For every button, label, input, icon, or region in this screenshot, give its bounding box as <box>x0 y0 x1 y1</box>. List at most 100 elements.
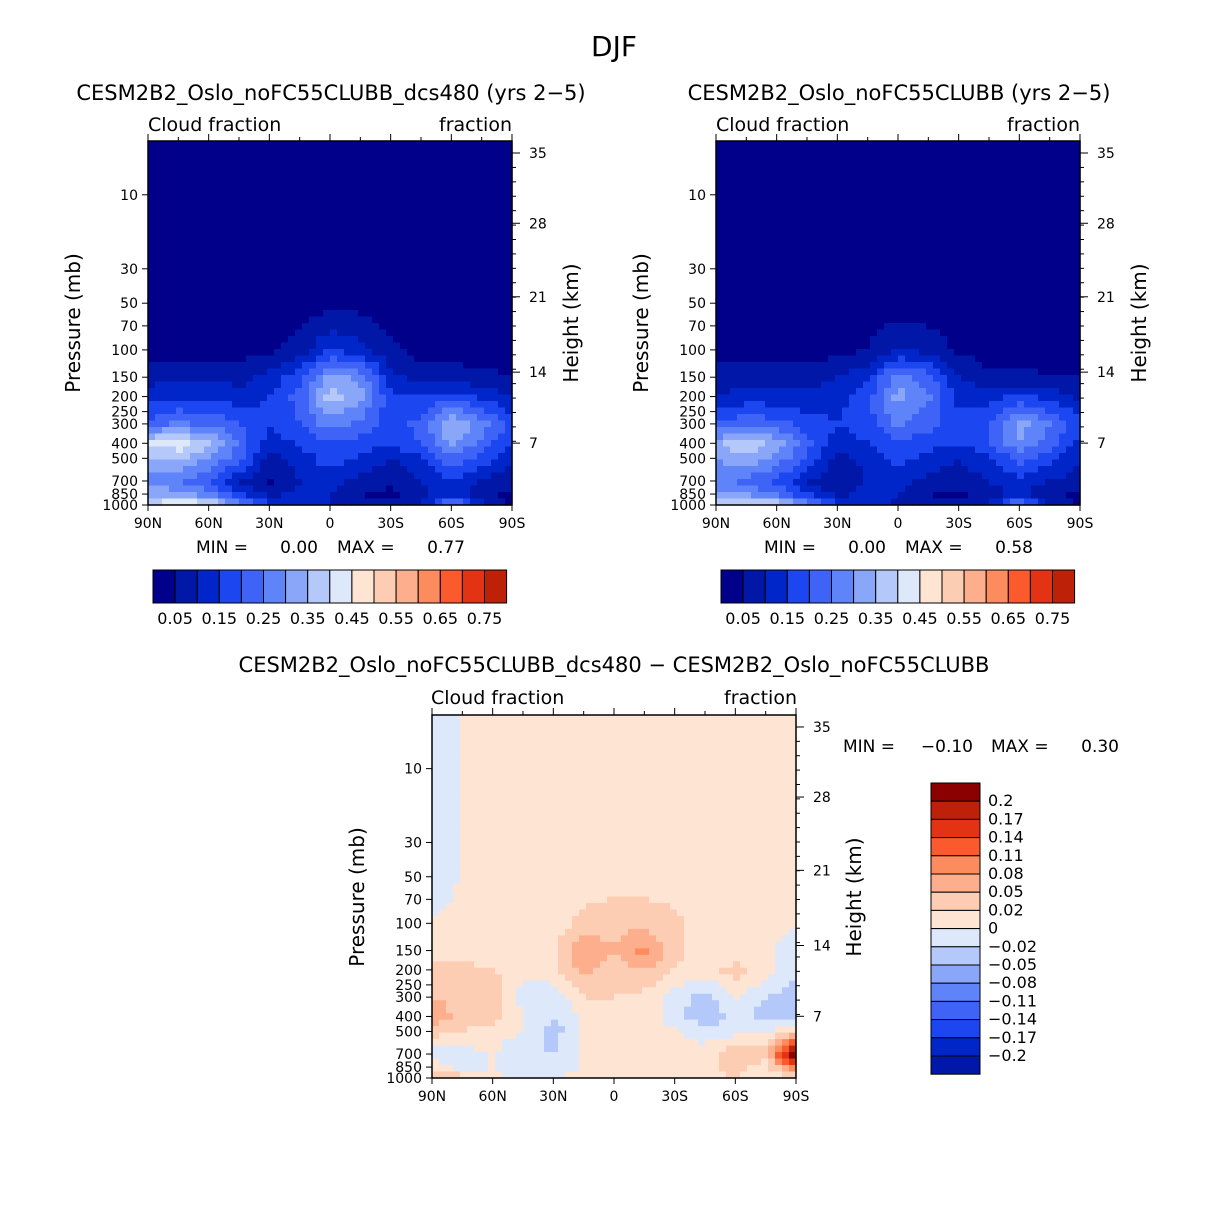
heatmap-cell <box>1066 310 1074 317</box>
heatmap-cell <box>337 310 345 317</box>
heatmap-cell <box>456 304 464 311</box>
heatmap-cell <box>414 239 422 246</box>
heatmap-cell <box>1024 375 1032 382</box>
heatmap-cell <box>281 395 289 402</box>
heatmap-cell <box>484 310 492 317</box>
heatmap-cell <box>1010 161 1018 168</box>
heatmap-cell <box>176 154 184 161</box>
heatmap-cell <box>1017 304 1025 311</box>
panel-2-top-left-label: Cloud fraction <box>716 114 849 136</box>
heatmap-cell <box>316 141 324 148</box>
heatmap-cell <box>358 336 366 343</box>
heatmap-cell <box>786 278 794 285</box>
heatmap-cell <box>281 356 289 363</box>
heatmap-cell <box>372 258 380 265</box>
heatmap-cell <box>456 486 464 493</box>
heatmap-cell <box>814 271 822 278</box>
heatmap-cell <box>744 265 752 272</box>
heatmap-cell <box>1059 310 1067 317</box>
heatmap-cell <box>218 154 226 161</box>
heatmap-cell <box>302 310 310 317</box>
heatmap-cell <box>323 440 331 447</box>
heatmap-cell <box>484 486 492 493</box>
heatmap-cell <box>232 278 240 285</box>
heatmap-cell <box>260 278 268 285</box>
heatmap-cell <box>849 226 857 233</box>
heatmap-cell <box>842 219 850 226</box>
heatmap-cell <box>211 284 219 291</box>
heatmap-cell <box>358 460 366 467</box>
heatmap-cell <box>176 414 184 421</box>
heatmap-cell <box>814 245 822 252</box>
heatmap-cell <box>456 161 464 168</box>
heatmap-cell <box>477 239 485 246</box>
heatmap-cell <box>302 154 310 161</box>
heatmap-cell <box>323 317 331 324</box>
heatmap-cell <box>786 297 794 304</box>
heatmap-cell <box>372 382 380 389</box>
heatmap-cell <box>218 141 226 148</box>
heatmap-cell <box>379 213 387 220</box>
heatmap-cell <box>442 414 450 421</box>
heatmap-cell <box>176 323 184 330</box>
heatmap-cell <box>148 421 156 428</box>
heatmap-cell <box>281 161 289 168</box>
heatmap-cell <box>772 193 780 200</box>
heatmap-cell <box>849 252 857 259</box>
heatmap-cell <box>330 161 338 168</box>
heatmap-cell <box>155 213 163 220</box>
heatmap-cell <box>477 187 485 194</box>
heatmap-cell <box>470 479 478 486</box>
heatmap-cell <box>793 200 801 207</box>
heatmap-cell <box>183 310 191 317</box>
heatmap-cell <box>351 297 359 304</box>
heatmap-cell <box>302 317 310 324</box>
heatmap-cell <box>407 187 415 194</box>
heatmap-cell <box>800 317 808 324</box>
heatmap-cell <box>337 187 345 194</box>
heatmap-cell <box>1003 167 1011 174</box>
heatmap-cell <box>1066 258 1074 265</box>
heatmap-cell <box>926 161 934 168</box>
heatmap-cell <box>1038 167 1046 174</box>
heatmap-cell <box>933 232 941 239</box>
heatmap-cell <box>463 284 471 291</box>
heatmap-cell <box>821 187 829 194</box>
heatmap-cell <box>211 232 219 239</box>
heatmap-cell <box>246 466 254 473</box>
heatmap-cell <box>260 440 268 447</box>
heatmap-cell <box>232 304 240 311</box>
heatmap-cell <box>400 200 408 207</box>
heatmap-cell <box>772 200 780 207</box>
heatmap-cell <box>421 252 429 259</box>
heatmap-cell <box>968 213 976 220</box>
heatmap-cell <box>372 447 380 454</box>
heatmap-cell <box>968 271 976 278</box>
heatmap-cell <box>267 200 275 207</box>
heatmap-cell <box>337 291 345 298</box>
heatmap-cell <box>477 252 485 259</box>
heatmap-cell <box>414 369 422 376</box>
heatmap-cell <box>1031 154 1039 161</box>
heatmap-cell <box>1059 349 1067 356</box>
heatmap-cell <box>905 200 913 207</box>
heatmap-cell <box>351 232 359 239</box>
heatmap-cell <box>716 265 724 272</box>
heatmap-cell <box>1024 167 1032 174</box>
heatmap-cell <box>344 317 352 324</box>
heatmap-cell <box>358 486 366 493</box>
heatmap-cell <box>793 323 801 330</box>
heatmap-cell <box>421 219 429 226</box>
heatmap-cell <box>232 401 240 408</box>
heatmap-cell <box>716 167 724 174</box>
heatmap-cell <box>400 369 408 376</box>
heatmap-cell <box>1045 265 1053 272</box>
heatmap-cell <box>968 369 976 376</box>
heatmap-cell <box>898 154 906 161</box>
heatmap-cell <box>912 213 920 220</box>
heatmap-cell <box>793 362 801 369</box>
heatmap-cell <box>400 180 408 187</box>
heatmap-cell <box>821 356 829 363</box>
heatmap-cell <box>842 362 850 369</box>
heatmap-cell <box>1017 310 1025 317</box>
